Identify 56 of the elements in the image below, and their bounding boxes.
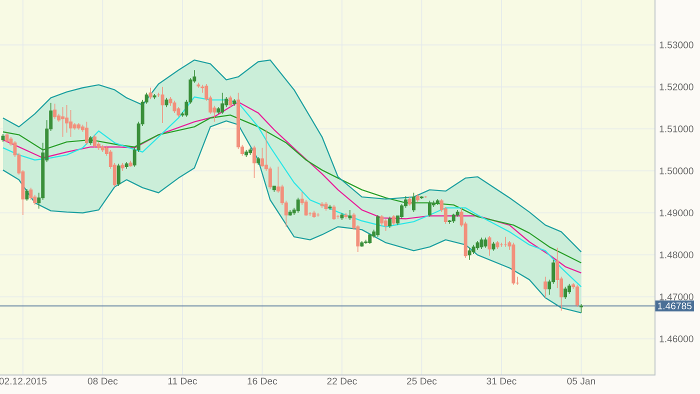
candlestick — [368, 234, 372, 244]
x-tick-label: 22 Dec — [327, 378, 357, 384]
candlestick — [25, 188, 29, 202]
y-tick-label: 1.51000 — [660, 126, 694, 132]
candlestick — [53, 103, 57, 120]
candlestick — [65, 104, 69, 134]
candlestick — [228, 95, 232, 108]
candlestick — [412, 192, 416, 212]
candlestick — [85, 121, 88, 146]
candlestick — [252, 145, 256, 178]
x-tick-label: 16 Dec — [248, 378, 278, 384]
candlestick — [69, 110, 73, 138]
candlestick — [220, 92, 224, 114]
candlestick — [304, 199, 308, 216]
candlestick — [260, 147, 264, 168]
candlestick — [376, 214, 380, 238]
candlestick — [61, 106, 65, 138]
candlestick — [380, 214, 384, 226]
x-tick-label: 25 Dec — [406, 378, 437, 384]
y-tick-label: 1.52000 — [660, 84, 694, 90]
candlestick — [348, 210, 352, 220]
candlestick — [576, 284, 579, 308]
y-tick-label: 1.50000 — [660, 168, 694, 174]
candlestick — [564, 286, 568, 300]
y-tick-label: 1.53000 — [660, 42, 694, 48]
candlestick — [268, 166, 272, 190]
y-tick-label: 1.46000 — [660, 336, 694, 342]
line-series — [2, 59, 582, 253]
candlestick — [452, 213, 456, 224]
x-tick-label: 05 Jan — [567, 378, 595, 384]
candlestick — [400, 204, 404, 220]
candlestick — [172, 100, 176, 114]
y-tick-label: 1.49000 — [660, 210, 694, 216]
candlestick — [296, 197, 300, 214]
candlestick — [388, 216, 392, 228]
candlestick — [568, 283, 571, 294]
candlestick — [384, 218, 388, 232]
ref-line-label: 1.46785 — [658, 302, 692, 310]
candlestick — [160, 86, 164, 124]
x-tick-label: 31 Dec — [486, 378, 516, 384]
candlestick — [92, 134, 96, 148]
y-tick-label: 1.48000 — [660, 252, 694, 258]
x-tick-label: 11 Dec — [168, 378, 198, 384]
candlestick — [164, 97, 168, 108]
line-series — [2, 120, 582, 314]
candlestick — [544, 276, 548, 298]
candlestick — [392, 214, 396, 226]
x-tick-label: 08 Dec — [88, 378, 118, 384]
candlestick — [116, 163, 120, 186]
y-tick-label: 1.47000 — [660, 294, 694, 300]
candlestick — [428, 200, 432, 218]
candlestick — [29, 187, 33, 200]
candlestick — [480, 237, 484, 250]
candlestick — [468, 247, 472, 260]
candlestick — [148, 87, 152, 100]
candlestick — [472, 244, 476, 254]
